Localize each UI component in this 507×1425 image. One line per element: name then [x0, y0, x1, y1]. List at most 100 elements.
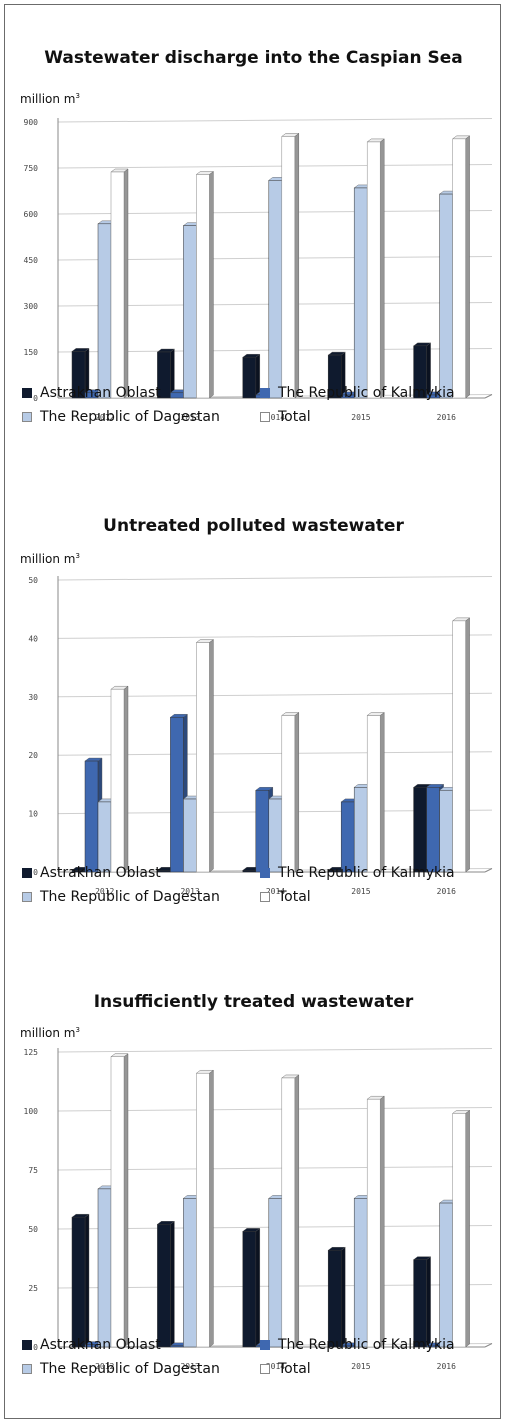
gridline: [57, 118, 493, 123]
legend-label: The Republic of Kalmykia: [278, 385, 455, 401]
x-tick-label: 2012: [95, 887, 114, 896]
legend-item-total: Total: [260, 1361, 311, 1377]
bar: [452, 1113, 466, 1348]
bar: [170, 716, 184, 873]
bar: [196, 1072, 210, 1348]
legend-swatch: [260, 412, 270, 422]
gridline: [57, 692, 493, 698]
bar: [183, 798, 197, 873]
gridline: [57, 634, 493, 639]
gridline: [57, 164, 493, 169]
bar-side: [84, 1213, 90, 1348]
bar: [157, 1224, 171, 1348]
bar-chart-plot: 0 10 20 30 40 50 2012 2013 2014 2015 2016: [28, 576, 493, 896]
bar-side: [255, 1227, 260, 1348]
legend-label: Total: [278, 1361, 311, 1377]
bar: [353, 787, 368, 873]
y-axis-unit: million m3: [20, 92, 80, 106]
y-tick-label: 900: [24, 118, 39, 127]
legend-swatch: [22, 1364, 32, 1374]
legend-label: The Republic of Dagestan: [40, 1361, 220, 1377]
bar: [268, 798, 283, 873]
legend-item-kalmykia: The Republic of Kalmykia: [260, 1337, 455, 1353]
legend-swatch: [260, 1340, 270, 1350]
x-tick-label: 2016: [437, 1362, 456, 1371]
bar: [183, 225, 197, 399]
legend-label: Astrakhan Oblast: [40, 1337, 161, 1353]
bar: [110, 1056, 125, 1348]
bar-side: [380, 712, 385, 873]
y-tick-label: 450: [24, 256, 39, 265]
bar: [84, 760, 99, 873]
y-tick-label: 0: [33, 868, 38, 877]
x-tick-label: 2013: [180, 413, 199, 422]
x-tick-label: 2013: [180, 887, 199, 896]
y-tick-label: 50: [28, 1225, 38, 1234]
y-tick-label: 10: [28, 810, 38, 819]
legend-item-astrakhan: Astrakhan Oblast: [22, 1337, 161, 1353]
legend-item-kalmykia: The Republic of Kalmykia: [260, 865, 455, 881]
legend-swatch: [22, 868, 32, 878]
legend-label: The Republic of Kalmykia: [278, 865, 455, 881]
bar: [97, 1188, 112, 1348]
y-axis-unit: million m3: [20, 552, 80, 566]
legend-item-dagestan: The Republic of Dagestan: [22, 409, 220, 425]
bar-chart-plot: 0 25 50 75 100 125 2012 2013 2014 2015 2016: [24, 1048, 493, 1371]
bar: [196, 174, 210, 399]
legend-item-astrakhan: Astrakhan Oblast: [22, 865, 161, 881]
gridline: [57, 751, 493, 756]
y-tick-label: 100: [24, 1107, 39, 1116]
figure-frame: [4, 4, 501, 1419]
chart-title: Wastewater discharge into the Caspian Se…: [44, 48, 463, 68]
bar-side: [294, 1074, 299, 1348]
y-axis-unit: million m3: [20, 1026, 80, 1040]
bar-side: [209, 1069, 214, 1348]
legend-item-astrakhan: Astrakhan Oblast: [22, 385, 161, 401]
legend-item-dagestan: The Republic of Dagestan: [22, 1361, 220, 1377]
y-tick-label: 125: [24, 1048, 39, 1057]
legend-swatch: [22, 388, 32, 398]
bar-side: [123, 168, 129, 399]
y-tick-label: 750: [24, 164, 39, 173]
bar: [170, 392, 184, 399]
floor-edge: [484, 394, 493, 399]
bar: [110, 171, 125, 399]
bar-chart-plot: 0 150 300 450 600 750 900 2012 2013 2014 2015 2016: [24, 118, 493, 422]
x-tick-label: 2016: [437, 887, 456, 896]
bar-side: [341, 1246, 346, 1348]
chart-title: Untreated polluted wastewater: [103, 516, 404, 536]
legend-swatch: [260, 868, 270, 878]
y-tick-label: 600: [24, 210, 39, 219]
bar: [452, 620, 466, 873]
floor-edge: [484, 1343, 493, 1348]
legend-label: The Republic of Kalmykia: [278, 1337, 455, 1353]
bar: [327, 1249, 342, 1348]
x-tick-label: 2013: [180, 1362, 199, 1371]
bar-side: [465, 1109, 470, 1348]
legend-swatch: [260, 1364, 270, 1374]
legend-item-total: Total: [260, 409, 311, 425]
bar-side: [465, 617, 470, 873]
bar: [413, 1259, 427, 1348]
legend-swatch: [22, 892, 32, 902]
bar-side: [209, 171, 214, 399]
y-tick-label: 300: [24, 302, 39, 311]
bar-side: [465, 135, 470, 399]
bar-side: [209, 639, 214, 873]
bar: [71, 351, 86, 399]
legend-swatch: [260, 388, 270, 398]
bar: [413, 787, 427, 873]
x-tick-label: 2014: [266, 413, 285, 422]
y-tick-label: 20: [28, 751, 38, 760]
chart-panel-insufficient: Insufficiently treated wastewater millio…: [0, 980, 507, 1400]
bar: [281, 715, 296, 873]
bar: [157, 351, 171, 399]
bar: [281, 1077, 296, 1348]
y-tick-label: 25: [28, 1284, 38, 1293]
bar-side: [380, 1095, 385, 1348]
bar: [242, 356, 257, 399]
bar: [71, 1216, 86, 1348]
bar: [439, 789, 453, 873]
bar: [97, 801, 112, 873]
bar: [268, 180, 283, 399]
